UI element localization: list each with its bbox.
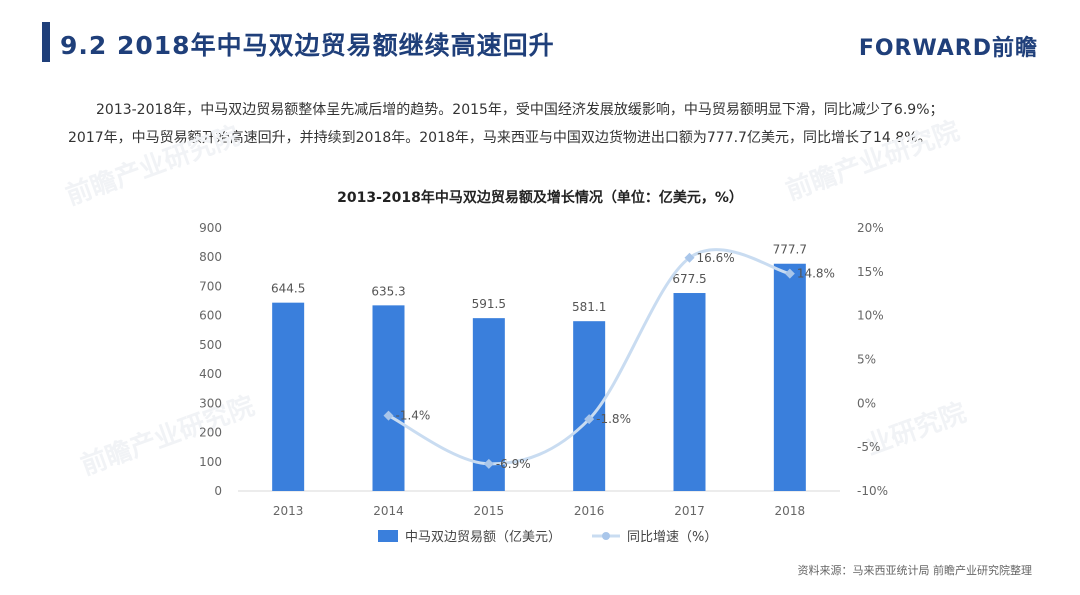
legend-bar-swatch: [378, 530, 398, 542]
legend-line-marker: [602, 532, 610, 540]
category-label: 2014: [373, 504, 404, 518]
growth-markers: [383, 252, 795, 469]
bar-value-label: 591.5: [472, 297, 506, 311]
left-axis-tick: 0: [214, 484, 222, 498]
growth-marker: [483, 458, 494, 469]
bar-series: [272, 263, 806, 491]
left-axis-tick: 400: [199, 367, 222, 381]
category-label: 2013: [273, 504, 304, 518]
chart-title: 2013-2018年中马双边贸易额及增长情况（单位：亿美元，%）: [337, 190, 743, 206]
source-note: 资料来源：马来西亚统计局 前瞻产业研究院整理: [797, 564, 1033, 577]
right-axis-tick: 20%: [857, 221, 884, 235]
legend-line-label: 同比增速（%）: [627, 530, 717, 545]
growth-line: [387, 248, 791, 466]
watermark-3: 前瞻产业研究院: [77, 390, 259, 481]
growth-value-label: -1.4%: [396, 409, 431, 423]
legend: 中马双边贸易额（亿美元） 同比增速（%）: [378, 530, 717, 545]
left-axis-tick: 100: [199, 455, 222, 469]
category-label: 2016: [574, 504, 605, 518]
bar-value-label: 777.7: [773, 243, 807, 257]
page-title: 9.2 2018年中马双边贸易额继续高速回升: [60, 31, 555, 60]
growth-value-label: 16.6%: [697, 251, 735, 265]
bar-value-label: 581.1: [572, 300, 606, 314]
right-axis-tick: 10%: [857, 309, 884, 323]
left-axis-tick: 800: [199, 250, 222, 264]
left-axis-tick: 200: [199, 426, 222, 440]
growth-marker: [584, 414, 595, 425]
right-axis-tick: 0%: [857, 396, 876, 410]
bar-value-label: 677.5: [672, 272, 706, 286]
growth-value-label: -6.9%: [496, 457, 531, 471]
left-axis-tick: 900: [199, 221, 222, 235]
left-axis-tick: 300: [199, 396, 222, 410]
growth-data-labels: -1.4% -6.9% -1.8% 16.6% 14.8%: [396, 251, 835, 471]
growth-value-label: 14.8%: [797, 267, 835, 281]
summary-text: 2013-2018年，中马双边贸易额整体呈先减后增的趋势。2015年，受中国经济…: [68, 96, 1048, 152]
bar-value-label: 635.3: [371, 284, 405, 298]
right-axis-tick: 5%: [857, 353, 876, 367]
bar-value-label: 644.5: [271, 282, 305, 296]
legend-bar-label: 中马双边贸易额（亿美元）: [405, 530, 561, 545]
bar-data-labels: 644.5 635.3 591.5 581.1 677.5 777.7: [271, 243, 807, 314]
summary-line-2: 2017年，中马贸易额开始高速回升，并持续到2018年。2018年，马来西亚与中…: [68, 130, 932, 146]
bar: [773, 263, 806, 491]
left-axis: 0 100 200 300 400 500 600 700 800 900: [199, 221, 222, 498]
right-axis-tick: -10%: [857, 484, 888, 498]
bar: [272, 302, 305, 491]
bar: [673, 293, 706, 491]
category-label: 2017: [674, 504, 705, 518]
growth-marker: [684, 252, 695, 263]
left-axis-tick: 500: [199, 338, 222, 352]
growth-value-label: -1.8%: [596, 412, 631, 426]
right-axis-tick: -5%: [857, 440, 880, 454]
left-axis-tick: 700: [199, 279, 222, 293]
growth-marker: [784, 268, 795, 279]
watermarks: 前瞻产业研究院 前瞻产业研究院 前瞻产业研究院 业研究院: [62, 115, 970, 481]
brand-logo: FORWARD前瞻: [858, 36, 1038, 61]
category-label: 2015: [474, 504, 505, 518]
left-axis-tick: 600: [199, 309, 222, 323]
growth-marker: [383, 410, 394, 421]
category-label: 2018: [775, 504, 806, 518]
title-accent-bar: [42, 22, 50, 62]
right-axis-tick: 15%: [857, 265, 884, 279]
summary-line-1: 2013-2018年，中马双边贸易额整体呈先减后增的趋势。2015年，受中国经济…: [96, 102, 944, 118]
bar: [372, 305, 405, 491]
category-axis-labels: 2013 2014 2015 2016 2017 2018: [273, 504, 805, 518]
right-axis: -10% -5% 0% 5% 10% 15% 20%: [857, 221, 888, 498]
